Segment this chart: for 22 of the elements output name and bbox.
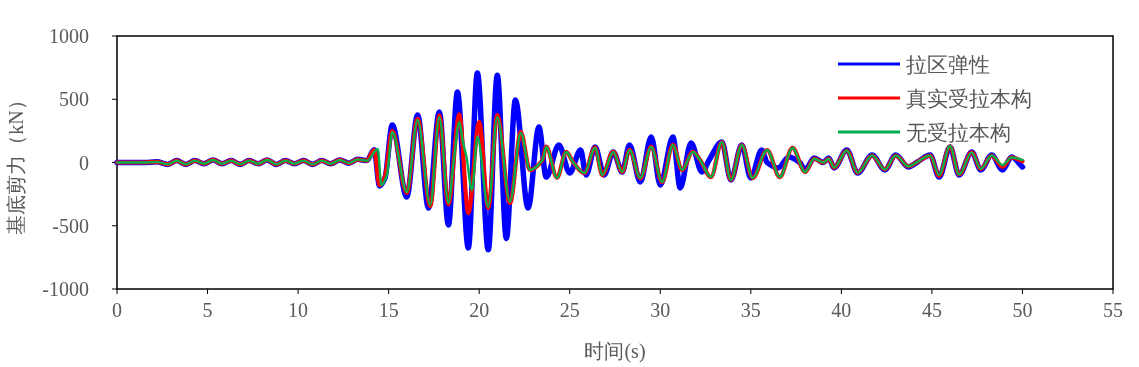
y-tick-label: 1000	[49, 25, 89, 47]
x-tick-label: 5	[202, 299, 213, 321]
x-tick-label: 25	[559, 299, 580, 321]
y-axis-title: 基底剪力（kN）	[5, 90, 27, 235]
x-tick-label: 15	[378, 299, 399, 321]
legend-label: 真实受拉本构	[906, 87, 1032, 111]
x-tick-label: 50	[1012, 299, 1033, 321]
y-tick-label: 500	[59, 88, 89, 111]
y-tick-label: -500	[52, 214, 89, 237]
legend-label: 拉区弹性	[906, 53, 990, 77]
y-tick-label: 0	[79, 151, 89, 174]
x-tick-label: 45	[921, 299, 942, 321]
x-tick-label: 30	[650, 299, 671, 321]
y-tick-label: -1000	[42, 278, 89, 300]
x-axis-title: 时间(s)	[584, 340, 646, 363]
x-tick-label: 35	[740, 299, 761, 321]
x-tick-label: 0	[112, 299, 122, 321]
x-tick-label: 20	[469, 299, 490, 321]
x-tick-label: 55	[1103, 299, 1123, 321]
x-tick-label: 10	[288, 299, 309, 321]
legend-label: 无受拉本构	[906, 121, 1011, 145]
x-tick-label: 40	[831, 299, 852, 321]
